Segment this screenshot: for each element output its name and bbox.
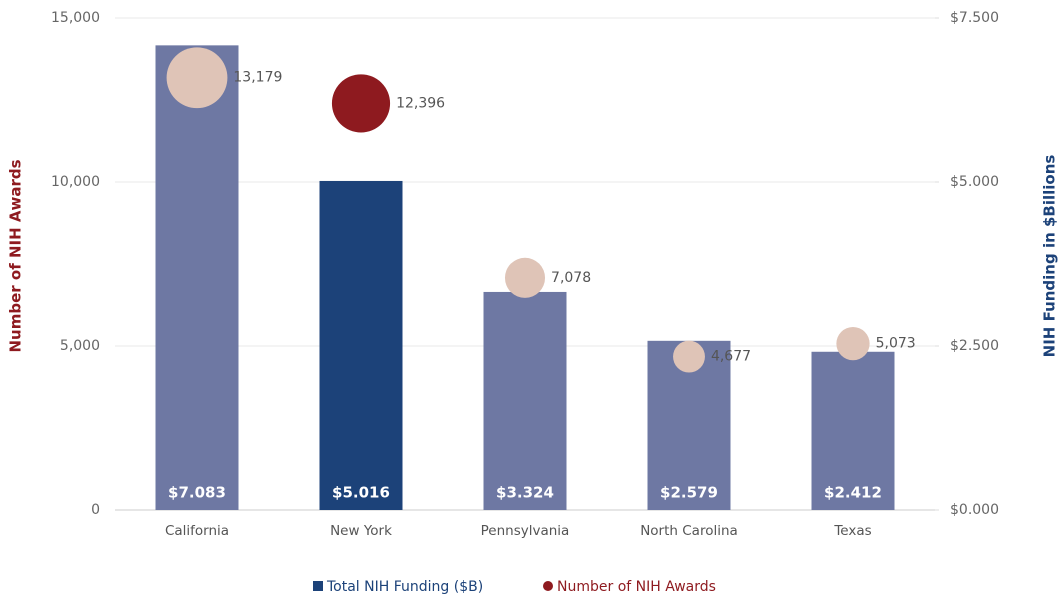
y2-tick-label: $5.000 (950, 174, 999, 190)
bubble (331, 74, 391, 133)
x-tick-label: Pennsylvania (481, 523, 570, 539)
bubble-value-label: 4,677 (711, 349, 751, 365)
bubble-value-label: 7,078 (551, 270, 591, 286)
bar (483, 291, 567, 510)
y-tick-label: 15,000 (51, 10, 100, 26)
bubble (673, 340, 705, 373)
bubble (166, 47, 228, 109)
x-tick-label: North Carolina (640, 523, 738, 539)
y2-tick-label: $2.500 (950, 338, 999, 354)
bar-value-label: $2.579 (660, 484, 718, 502)
bubble-value-label: 13,179 (233, 70, 282, 86)
legend-swatch (543, 581, 553, 591)
bubble (836, 326, 870, 361)
legend-label: Number of NIH Awards (557, 579, 716, 595)
x-tick-label: New York (330, 523, 392, 539)
legend-label: Total NIH Funding ($B) (326, 579, 483, 595)
bubble-value-label: 5,073 (876, 336, 916, 352)
y-tick-label: 0 (91, 502, 100, 518)
bar-value-label: $3.324 (496, 484, 554, 502)
y2-tick-label: $0.000 (950, 502, 999, 518)
bubble (504, 257, 546, 298)
bubble-value-label: 12,396 (396, 95, 445, 111)
bar (811, 351, 895, 510)
x-tick-label: California (165, 523, 229, 539)
bar-value-label: $5.016 (332, 484, 390, 502)
y-axis-title: Number of NIH Awards (7, 159, 25, 352)
legend-swatch (313, 581, 323, 591)
y-tick-label: 5,000 (60, 338, 100, 354)
bar (155, 45, 239, 511)
y2-axis-title: NIH Funding in $Billions (1041, 155, 1059, 358)
bar-value-label: $7.083 (168, 484, 226, 502)
y2-tick-label: $7.500 (950, 10, 999, 26)
bar-value-label: $2.412 (824, 484, 882, 502)
y-tick-label: 10,000 (51, 174, 100, 190)
bar (319, 180, 403, 511)
x-tick-label: Texas (833, 523, 871, 539)
